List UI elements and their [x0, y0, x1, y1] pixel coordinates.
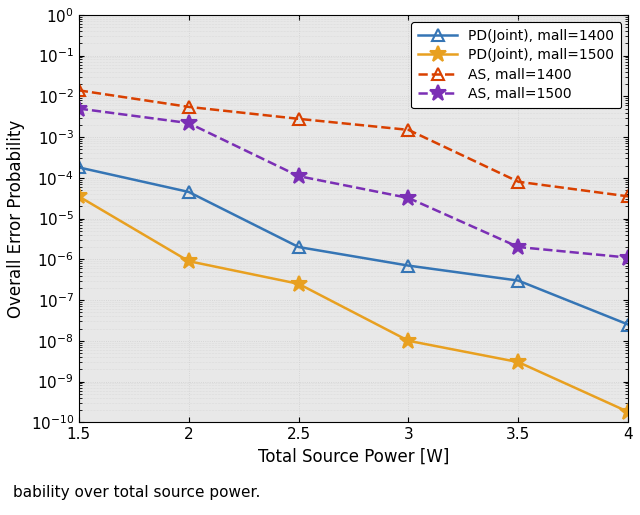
- PD(Joint), mall=1500: [515, 359, 522, 365]
- PD(Joint), mall=1500: [625, 409, 632, 415]
- AS, mall=1500: [515, 244, 522, 250]
- Line: AS, mall=1400: AS, mall=1400: [73, 85, 634, 202]
- PD(Joint), mall=1500: [75, 193, 83, 199]
- AS, mall=1500: [295, 173, 303, 179]
- PD(Joint), mall=1400: [515, 278, 522, 284]
- AS, mall=1400: [404, 127, 412, 133]
- AS, mall=1400: [295, 116, 303, 122]
- Line: AS, mall=1500: AS, mall=1500: [70, 100, 637, 266]
- PD(Joint), mall=1400: [185, 189, 193, 195]
- Line: PD(Joint), mall=1400: PD(Joint), mall=1400: [73, 162, 634, 330]
- AS, mall=1500: [185, 120, 193, 126]
- Y-axis label: Overall Error Probability: Overall Error Probability: [7, 119, 25, 318]
- PD(Joint), mall=1400: [75, 164, 83, 170]
- AS, mall=1500: [404, 195, 412, 201]
- AS, mall=1500: [75, 106, 83, 112]
- PD(Joint), mall=1400: [404, 263, 412, 269]
- Text: bability over total source power.: bability over total source power.: [13, 485, 260, 500]
- AS, mall=1400: [625, 193, 632, 199]
- AS, mall=1500: [625, 254, 632, 261]
- AS, mall=1400: [75, 87, 83, 93]
- X-axis label: Total Source Power [W]: Total Source Power [W]: [258, 448, 449, 466]
- AS, mall=1400: [185, 104, 193, 110]
- PD(Joint), mall=1500: [295, 281, 303, 287]
- PD(Joint), mall=1400: [295, 244, 303, 250]
- AS, mall=1400: [515, 179, 522, 185]
- PD(Joint), mall=1500: [404, 338, 412, 344]
- PD(Joint), mall=1400: [625, 321, 632, 328]
- PD(Joint), mall=1500: [185, 258, 193, 264]
- Legend: PD(Joint), mall=1400, PD(Joint), mall=1500, AS, mall=1400, AS, mall=1500: PD(Joint), mall=1400, PD(Joint), mall=15…: [412, 22, 621, 108]
- Line: PD(Joint), mall=1500: PD(Joint), mall=1500: [70, 188, 637, 420]
